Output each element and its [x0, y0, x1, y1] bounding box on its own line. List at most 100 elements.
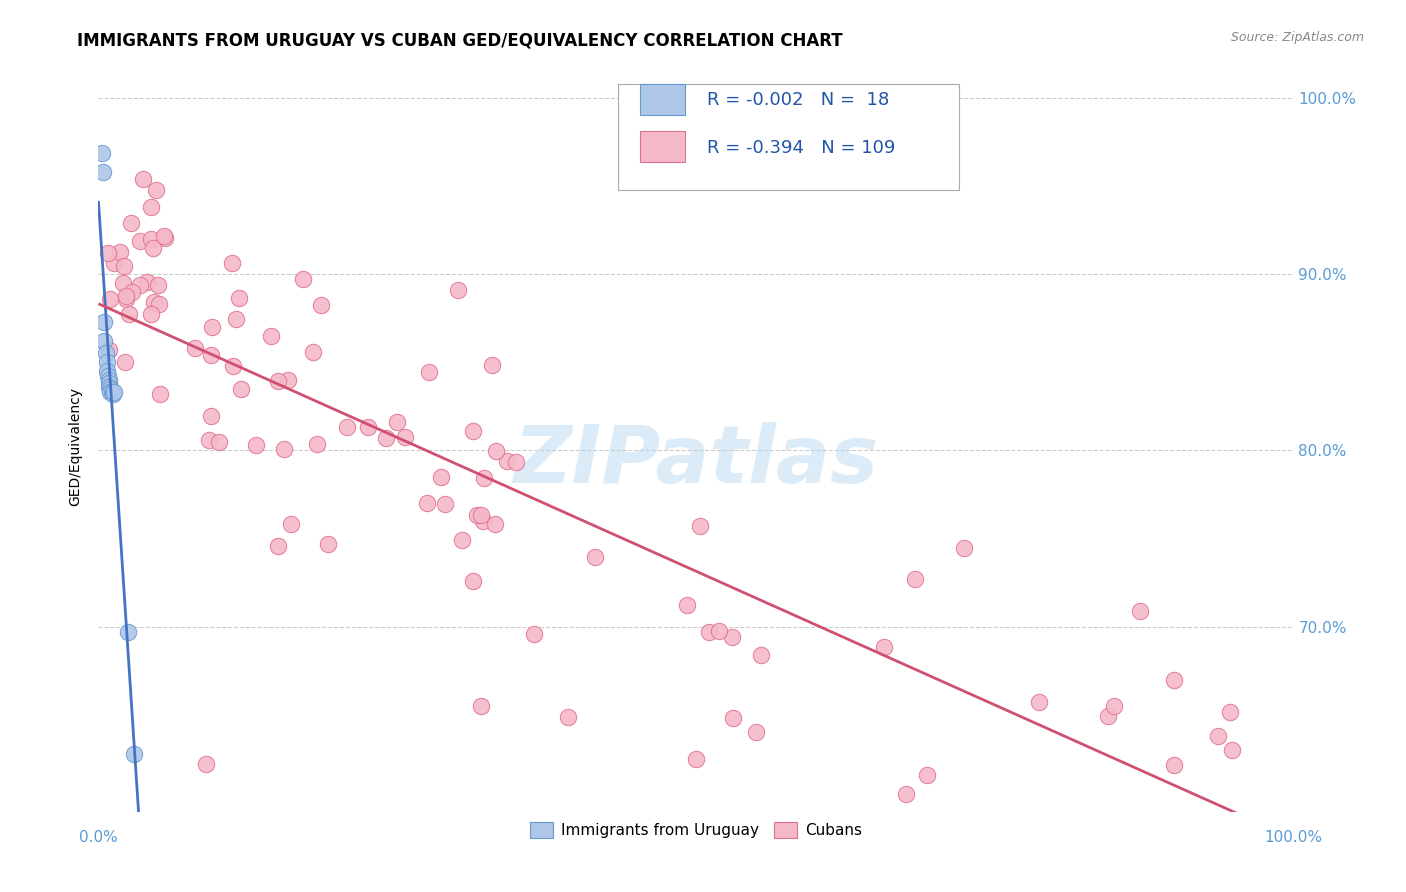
- Point: [721, 711, 744, 725]
- Point: [98, 380, 121, 394]
- Point: [523, 626, 546, 640]
- Point: [583, 550, 606, 565]
- Point: [447, 283, 470, 297]
- Point: [94, 346, 117, 360]
- Point: [267, 374, 290, 388]
- Point: [1097, 709, 1119, 723]
- Point: [280, 516, 302, 531]
- Point: [225, 312, 247, 326]
- Point: [145, 183, 167, 197]
- Point: [231, 382, 253, 396]
- Point: [121, 285, 143, 300]
- Point: [115, 289, 138, 303]
- Point: [103, 256, 125, 270]
- Point: [699, 624, 721, 639]
- Point: [91, 145, 114, 160]
- Point: [148, 296, 170, 310]
- Text: 0.0%: 0.0%: [79, 830, 118, 845]
- Point: [260, 329, 283, 343]
- Point: [273, 442, 295, 456]
- Point: [221, 256, 243, 270]
- Point: [124, 747, 146, 761]
- Point: [484, 516, 506, 531]
- Point: [200, 348, 222, 362]
- Point: [245, 438, 267, 452]
- Point: [118, 307, 141, 321]
- Point: [97, 369, 120, 384]
- Point: [356, 419, 378, 434]
- FancyBboxPatch shape: [619, 84, 959, 190]
- FancyBboxPatch shape: [640, 84, 685, 115]
- Text: ZIPatlas: ZIPatlas: [513, 422, 879, 500]
- Point: [689, 519, 711, 533]
- Point: [463, 424, 485, 438]
- Point: [112, 259, 135, 273]
- Point: [111, 276, 134, 290]
- Point: [1222, 743, 1244, 757]
- Point: [305, 437, 328, 451]
- Point: [149, 387, 172, 401]
- Point: [485, 444, 508, 458]
- Point: [915, 767, 938, 781]
- Point: [451, 533, 474, 547]
- Point: [316, 537, 339, 551]
- Point: [1104, 698, 1126, 713]
- Point: [385, 415, 408, 429]
- Point: [1028, 695, 1050, 709]
- Point: [676, 598, 699, 612]
- Point: [142, 241, 165, 255]
- Point: [470, 508, 492, 523]
- Point: [470, 698, 492, 713]
- Point: [418, 365, 440, 379]
- Point: [685, 752, 707, 766]
- Point: [114, 293, 136, 307]
- Point: [1163, 673, 1185, 687]
- Point: [184, 341, 207, 355]
- Point: [132, 172, 155, 186]
- Text: IMMIGRANTS FROM URUGUAY VS CUBAN GED/EQUIVALENCY CORRELATION CHART: IMMIGRANTS FROM URUGUAY VS CUBAN GED/EQU…: [77, 31, 844, 49]
- Point: [481, 358, 503, 372]
- Point: [98, 373, 121, 387]
- Legend: Immigrants from Uruguay, Cubans: Immigrants from Uruguay, Cubans: [524, 816, 868, 845]
- Point: [142, 294, 165, 309]
- Point: [394, 430, 416, 444]
- Point: [873, 640, 896, 655]
- Text: R = -0.002   N =  18: R = -0.002 N = 18: [707, 91, 889, 109]
- Point: [465, 508, 488, 523]
- Point: [120, 216, 142, 230]
- Point: [953, 541, 976, 555]
- Point: [117, 624, 139, 639]
- Point: [98, 385, 122, 400]
- Point: [208, 435, 231, 450]
- Point: [745, 725, 768, 739]
- Point: [904, 572, 927, 586]
- Point: [1219, 705, 1241, 719]
- Point: [195, 757, 218, 772]
- Point: [291, 272, 314, 286]
- Point: [98, 343, 121, 357]
- Point: [433, 497, 456, 511]
- Point: [135, 275, 157, 289]
- Point: [267, 539, 290, 553]
- Point: [139, 307, 162, 321]
- Point: [496, 453, 519, 467]
- Point: [894, 787, 917, 801]
- Point: [98, 382, 122, 396]
- Point: [141, 232, 163, 246]
- Point: [153, 230, 176, 244]
- Point: [153, 229, 176, 244]
- Point: [139, 200, 162, 214]
- Point: [200, 409, 222, 423]
- Point: [96, 364, 118, 378]
- Point: [108, 244, 131, 259]
- Point: [1206, 729, 1229, 743]
- Point: [98, 376, 121, 391]
- Point: [129, 234, 152, 248]
- Point: [129, 278, 152, 293]
- Point: [277, 373, 299, 387]
- Point: [461, 574, 484, 588]
- Text: Source: ZipAtlas.com: Source: ZipAtlas.com: [1230, 31, 1364, 45]
- Point: [222, 359, 245, 373]
- Point: [1129, 605, 1152, 619]
- Point: [114, 355, 136, 369]
